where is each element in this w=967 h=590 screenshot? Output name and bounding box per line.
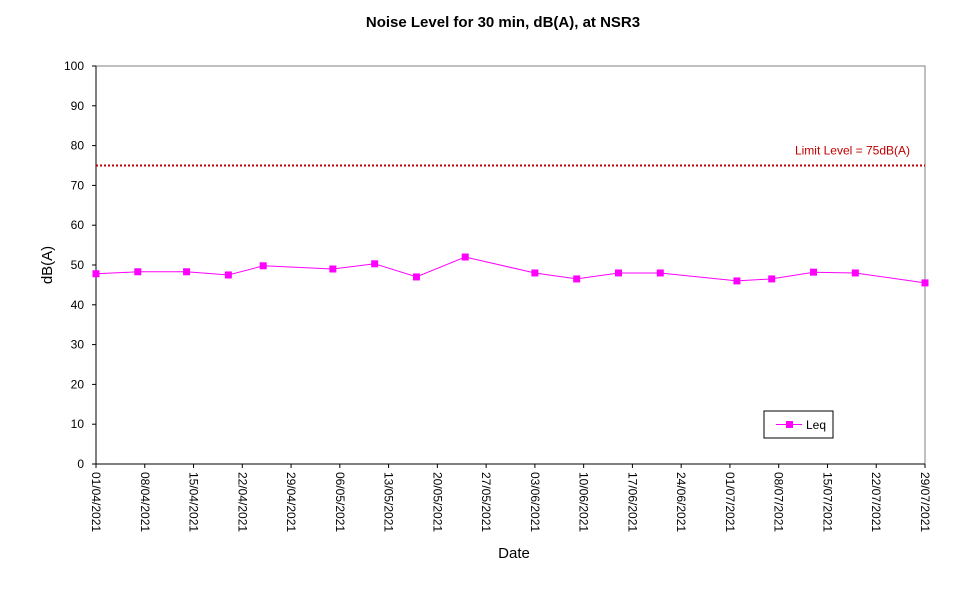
x-axis-label: Date: [498, 545, 530, 562]
data-point: [921, 279, 929, 287]
x-tick-label: 29/04/2021: [284, 472, 298, 532]
data-point: [614, 269, 622, 277]
x-tick-label: 20/05/2021: [430, 472, 444, 532]
legend: Leq: [763, 410, 834, 439]
y-axis: 0 10 20 30 40 50 60 70 80 90 100: [64, 59, 97, 471]
x-tick-label: 29/07/2021: [918, 472, 932, 532]
x-axis: 01/04/2021 08/04/2021 15/04/2021 22/04/2021…: [89, 463, 932, 532]
plot-area: [95, 65, 926, 465]
legend-marker: [786, 421, 793, 428]
y-tick-label: 30: [71, 338, 85, 352]
data-point: [329, 265, 337, 273]
y-tick-label: 20: [71, 377, 85, 391]
x-tick-label: 13/05/2021: [382, 472, 396, 532]
data-point: [531, 269, 539, 277]
x-tick-label: 15/07/2021: [820, 472, 834, 532]
limit-line-group: Limit Level = 75dB(A): [96, 144, 925, 167]
x-tick-label: 17/06/2021: [625, 472, 639, 532]
y-tick-label: 60: [71, 218, 85, 232]
series-leq: [92, 253, 929, 287]
data-point: [259, 262, 267, 270]
y-tick-label: 100: [64, 59, 84, 73]
data-point: [768, 275, 776, 283]
x-tick-label: 03/06/2021: [528, 472, 542, 532]
data-point: [224, 271, 232, 279]
x-tick-label: 08/04/2021: [138, 472, 152, 532]
x-tick-label: 06/05/2021: [333, 472, 347, 532]
limit-label: Limit Level = 75dB(A): [795, 144, 910, 158]
data-point: [134, 268, 142, 276]
y-tick-label: 50: [71, 258, 85, 272]
x-tick-label: 22/07/2021: [869, 472, 883, 532]
x-tick-label: 24/06/2021: [674, 472, 688, 532]
y-tick-label: 10: [71, 417, 85, 431]
y-tick-label: 0: [77, 457, 84, 471]
data-point: [573, 275, 581, 283]
data-point: [656, 269, 664, 277]
y-axis-label: dB(A): [39, 246, 56, 284]
y-tick-label: 90: [71, 99, 85, 113]
x-tick-label: 08/07/2021: [772, 472, 786, 532]
x-tick-label: 22/04/2021: [235, 472, 249, 532]
y-tick-label: 40: [71, 298, 85, 312]
x-tick-label: 15/04/2021: [187, 472, 201, 532]
data-point: [412, 273, 420, 281]
data-point: [733, 277, 741, 285]
data-point: [461, 253, 469, 261]
x-tick-label: 01/07/2021: [723, 472, 737, 532]
data-point: [92, 270, 100, 278]
data-point: [851, 269, 859, 277]
x-tick-label: 01/04/2021: [89, 472, 103, 532]
y-tick-label: 70: [71, 178, 85, 192]
series-line: [95, 256, 926, 284]
data-point: [810, 268, 818, 276]
chart-title: Noise Level for 30 min, dB(A), at NSR3: [366, 14, 640, 31]
legend-label-leq: Leq: [806, 418, 826, 432]
x-tick-label: 10/06/2021: [577, 472, 591, 532]
data-point: [371, 260, 379, 268]
x-tick-label: 27/05/2021: [479, 472, 493, 532]
y-tick-label: 80: [71, 139, 85, 153]
data-point: [183, 268, 191, 276]
